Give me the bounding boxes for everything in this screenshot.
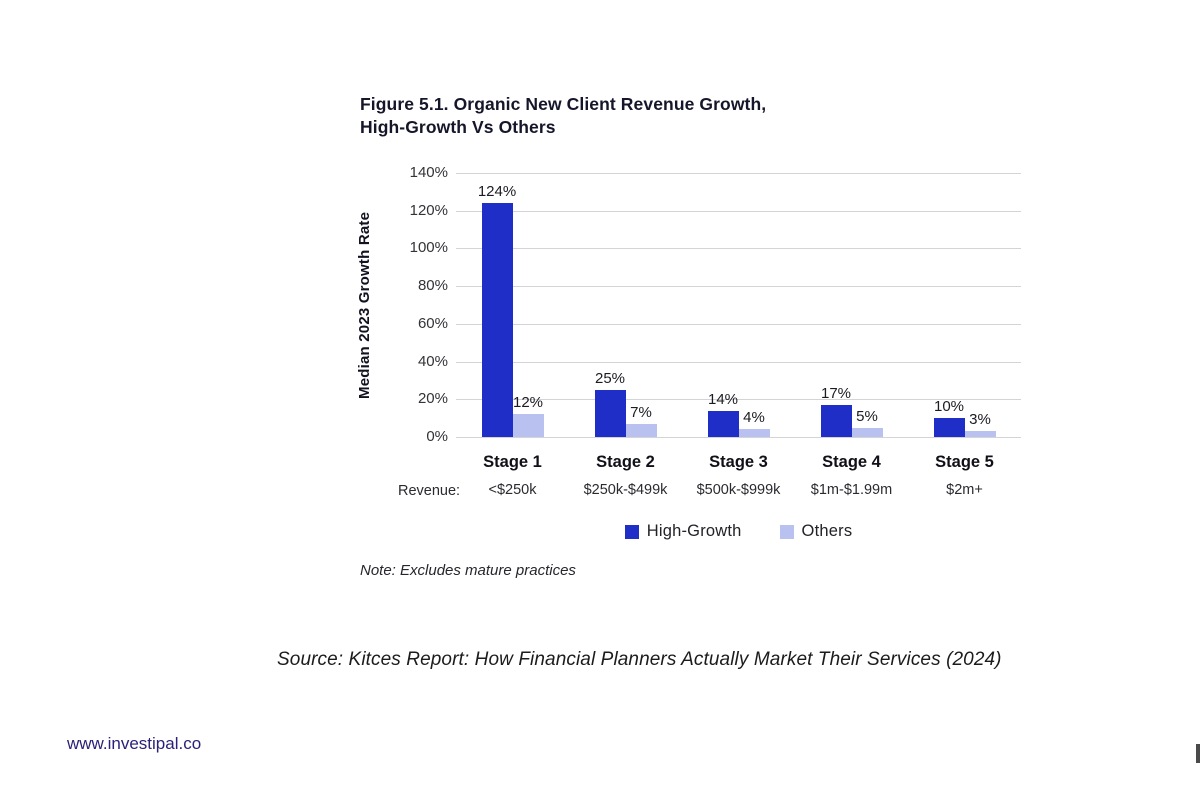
category-label: Stage 4 (822, 453, 881, 471)
revenue-label: <$250k (488, 482, 537, 498)
bar-value-label: 12% (512, 394, 544, 412)
category-label: Stage 1 (483, 453, 542, 471)
gridline (456, 173, 1021, 174)
bar-others (964, 431, 996, 437)
bar-value-label: 10% (933, 398, 965, 416)
bar-high-growth (933, 418, 965, 437)
bar-value-label: 124% (477, 183, 517, 201)
y-tick-label: 80% (417, 277, 448, 295)
bar-value-label: 14% (707, 390, 739, 408)
y-axis-title: Median 2023 Growth Rate (356, 211, 373, 399)
figure-title-line1: Figure 5.1. Organic New Client Revenue G… (360, 94, 767, 114)
gridline (456, 399, 1021, 401)
bar-high-growth (594, 389, 626, 437)
gridline (456, 286, 1021, 288)
bar-value-label: 5% (856, 407, 878, 425)
category-label: Stage 2 (596, 453, 655, 471)
legend-swatch (779, 524, 794, 539)
y-tick-label: 120% (409, 201, 448, 219)
bar-others (512, 414, 544, 437)
y-tick-label: 140% (409, 164, 448, 181)
bar-others (738, 429, 770, 437)
gridline (456, 361, 1021, 363)
bar-value-label: 4% (743, 409, 765, 427)
legend-swatch (624, 524, 639, 539)
y-tick-label: 0% (426, 428, 448, 445)
figure-title: Figure 5.1. Organic New Client Revenue G… (360, 93, 766, 139)
bar-value-label: 25% (594, 369, 626, 387)
bar-others (851, 427, 883, 437)
gridline (456, 248, 1021, 250)
legend-label: High-Growth (646, 522, 742, 540)
y-tick-label: 100% (409, 239, 448, 257)
bar-others (625, 423, 657, 437)
revenue-label: $250k-$499k (583, 482, 668, 498)
chart-legend: High-Growth Others (456, 522, 1021, 541)
source-citation: Source: Kitces Report: How Financial Pla… (277, 649, 1002, 670)
gridline (456, 323, 1021, 325)
figure-title-line2: High-Growth Vs Others (360, 117, 556, 137)
legend-label: Others (801, 522, 853, 540)
bar-high-growth (707, 410, 739, 437)
y-tick-label: 40% (417, 352, 448, 370)
legend-item: High-Growth (624, 522, 742, 541)
revenue-label: $2m+ (946, 482, 983, 498)
bar-high-growth (820, 404, 852, 437)
plot-area: 124% 12% Stage 1 <$250k 25% 7% Stage 2 $250k-$4… (456, 173, 1021, 498)
revenue-label: $500k-$999k (696, 482, 781, 498)
bar-value-label: 7% (630, 403, 652, 421)
y-tick-label: 20% (417, 390, 448, 408)
revenue-row-label: Revenue: (398, 483, 461, 499)
legend-item: Others (779, 522, 853, 541)
chart-note: Note: Excludes mature practices (360, 562, 576, 579)
gridline (456, 210, 1021, 212)
category-label: Stage 3 (709, 453, 768, 471)
gridline (456, 437, 1021, 438)
bar-high-growth (481, 203, 513, 437)
bar-value-label: 3% (969, 411, 991, 429)
y-tick-label: 60% (417, 314, 448, 332)
category-label: Stage 5 (935, 453, 994, 471)
bar-value-label: 17% (820, 384, 852, 402)
y-axis-ticks: 140% 120% 100% 80% 60% 40% 20% 0% (388, 164, 448, 445)
website-link[interactable]: www.investipal.co (67, 734, 202, 753)
page-edge-artifact (1196, 744, 1200, 763)
revenue-label: $1m-$1.99m (810, 482, 893, 498)
